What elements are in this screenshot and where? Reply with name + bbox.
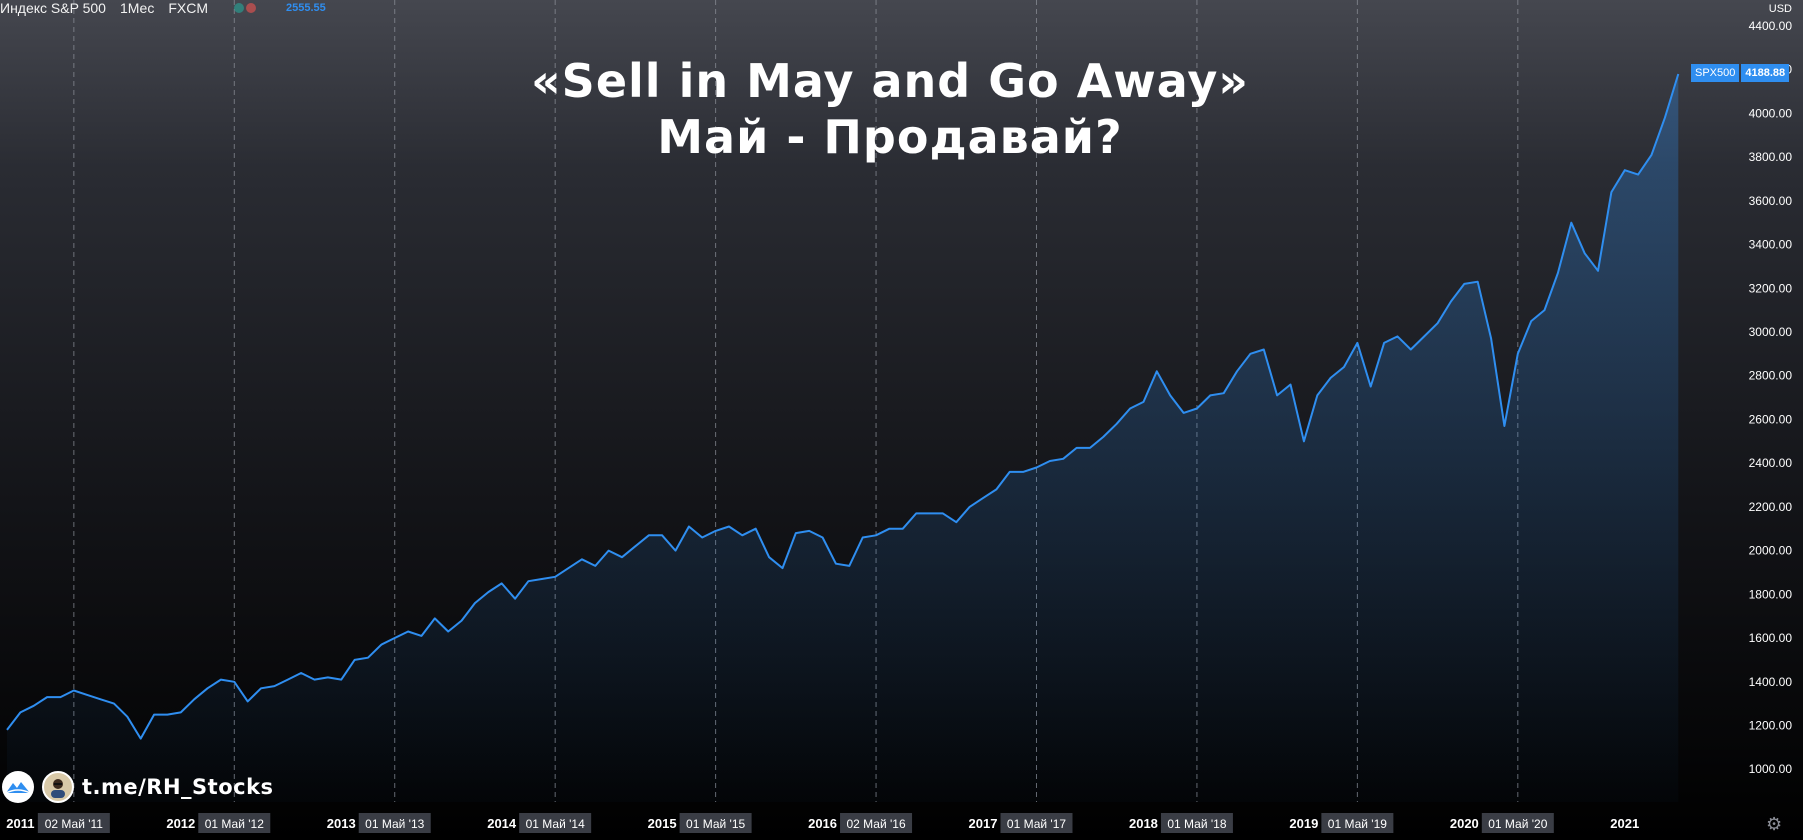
y-tick-label: 2200.00 xyxy=(1749,500,1793,514)
x-tick-label: 01 Май '19 xyxy=(1328,817,1387,831)
price-readout: 2555.55 xyxy=(286,2,326,14)
x-tick-label: 02 Май '11 xyxy=(45,817,104,831)
price-line xyxy=(6,73,1680,740)
interval-label[interactable]: 1Мес xyxy=(119,0,155,16)
watermark: t.me/RH_Stocks xyxy=(0,770,274,804)
x-tick-label: 2015 xyxy=(648,816,677,831)
symbol-label[interactable]: Индекс S&P 500 xyxy=(0,0,106,16)
x-tick-label: 2019 xyxy=(1289,816,1318,831)
x-label-badge xyxy=(840,813,913,833)
x-label-badge xyxy=(1321,813,1394,833)
x-tick-label: 2017 xyxy=(969,816,998,831)
x-tick-label: 2013 xyxy=(327,816,356,831)
x-label-badge xyxy=(1000,813,1073,833)
y-tick-label: 3000.00 xyxy=(1749,325,1793,339)
x-label-badge xyxy=(37,813,110,833)
y-tick-label: 1800.00 xyxy=(1749,587,1793,601)
x-tick-label: 2011 xyxy=(6,816,34,831)
y-tick-label: 1600.00 xyxy=(1749,631,1793,645)
currency-label: USD xyxy=(1769,3,1792,15)
x-tick-label: 2018 xyxy=(1129,816,1158,831)
x-tick-label: 01 Май '12 xyxy=(205,817,264,831)
y-tick-label: 1200.00 xyxy=(1749,718,1793,732)
x-label-badge xyxy=(198,813,271,833)
x-label-badge xyxy=(1481,813,1554,833)
x-tick-label: 01 Май '20 xyxy=(1488,817,1547,831)
x-tick-label: 02 Май '16 xyxy=(846,817,905,831)
x-tick-label: 01 Май '17 xyxy=(1007,817,1066,831)
x-label-badge xyxy=(358,813,431,833)
status-red-dot xyxy=(246,3,257,13)
x-label-badge xyxy=(679,813,752,833)
y-tick-label: 4000.00 xyxy=(1749,106,1793,120)
x-tick-label: 01 Май '15 xyxy=(686,817,745,831)
x-label-badge xyxy=(519,813,592,833)
y-tick-label: 3200.00 xyxy=(1749,281,1793,295)
headline-line-1: «Sell in May and Go Away» xyxy=(530,54,1250,108)
x-axis: 2011 02 Май '11 2012 01 Май '12 2013 01 Май '… xyxy=(6,813,1639,833)
x-tick-label: 2021 xyxy=(1610,816,1639,831)
y-tick-label: 4400.00 xyxy=(1749,19,1793,33)
x-tick-label: 2014 xyxy=(487,816,517,831)
price-tag-symbol: SPX500 xyxy=(1691,64,1740,82)
y-tick-label: 2600.00 xyxy=(1749,412,1793,426)
y-tick-label: 2000.00 xyxy=(1749,544,1793,558)
x-tick-label: 01 Май '13 xyxy=(365,817,424,831)
watermark-text[interactable]: t.me/RH_Stocks xyxy=(82,775,274,799)
status-green-dot xyxy=(234,3,245,13)
y-tick-label: 1000.00 xyxy=(1749,762,1793,776)
y-tick-label: 3600.00 xyxy=(1749,194,1793,208)
mountain-logo-icon xyxy=(2,771,34,803)
last-price-tag: SPX500 4188.88 xyxy=(1691,64,1803,82)
gear-icon[interactable]: ⚙ xyxy=(1766,814,1783,834)
x-label-badge xyxy=(1160,813,1233,833)
price-area-fill xyxy=(7,74,1679,802)
x-tick-label: 2020 xyxy=(1450,816,1479,831)
source-label: FXCM xyxy=(168,0,209,16)
chart-header: Индекс S&P 500 1Мес FXCM 2555.55 xyxy=(0,0,340,16)
x-tick-label: 01 Май '18 xyxy=(1167,817,1226,831)
y-tick-label: 3800.00 xyxy=(1749,150,1793,164)
x-tick-label: 2012 xyxy=(166,816,195,831)
x-tick-label: 2016 xyxy=(808,816,837,831)
y-tick-label: 3400.00 xyxy=(1749,238,1793,252)
y-tick-label: 1400.00 xyxy=(1749,675,1793,689)
avatar-icon xyxy=(42,771,74,803)
y-tick-label: 2800.00 xyxy=(1749,369,1793,383)
y-tick-label: 2400.00 xyxy=(1749,456,1793,470)
headline-line-2: Май - Продавай? xyxy=(657,110,1123,164)
x-tick-label: 01 Май '14 xyxy=(526,817,585,831)
price-tag-value: 4188.88 xyxy=(1741,64,1790,82)
y-axis: 1000.00 1200.00 1400.00 1600.00 1800.00 2000.… xyxy=(1749,19,1793,776)
